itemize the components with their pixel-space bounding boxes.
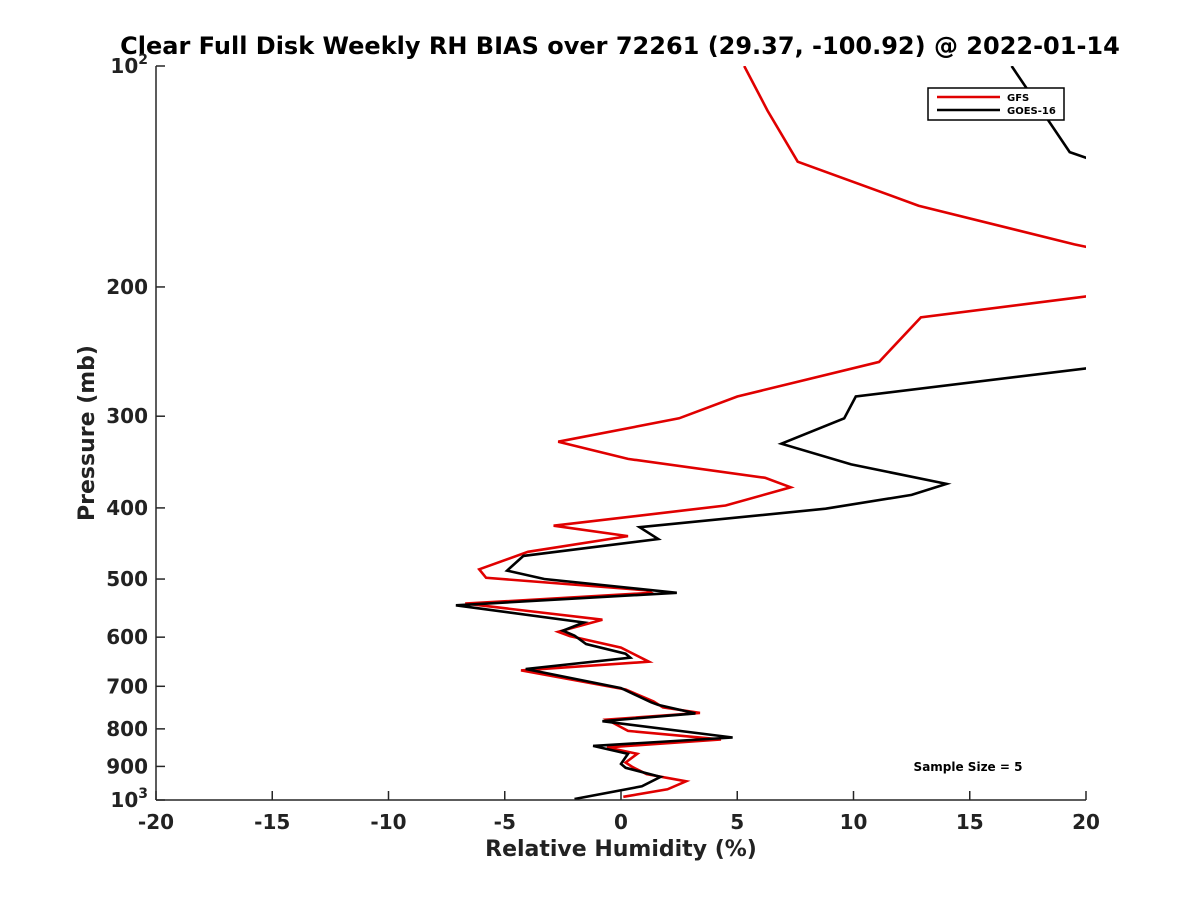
legend-label-gfs: GFS [1007,93,1029,104]
y-tick-label: 600 [106,625,148,649]
x-tick-label: 20 [1072,810,1100,834]
plot-area: -20 -15 -10 -5 0 5 10 15 20 102 200 300 400 500 600 70… [106,52,1100,834]
x-tick-label: -20 [138,810,174,834]
x-tick-label: 0 [614,810,628,834]
legend-box [927,87,1065,121]
y-tick-label: 700 [106,674,148,698]
y-tick-label: 300 [106,404,148,428]
series-layer [455,66,1086,800]
x-tick-label: -10 [370,810,406,834]
y-axis-label: Pressure (mb) [75,345,100,521]
legend-label-goes16: GOES-16 [1007,106,1056,117]
y-tick-label: 400 [106,496,148,520]
y-tick-label: 800 [106,717,148,741]
y-tick-label: 200 [106,275,148,299]
sample-size-annotation: Sample Size = 5 [914,760,1023,774]
x-tick-label: -5 [494,810,516,834]
x-tick-label: -15 [254,810,290,834]
y-tick-label: 900 [106,754,148,778]
x-ticks: -20 -15 -10 -5 0 5 10 15 20 [138,791,1100,834]
y-tick-label: 500 [106,567,148,591]
y-ticks: 102 200 300 400 500 600 700 800 900 103 [106,52,165,812]
plot-background [156,66,1086,800]
series-line-gfs [465,66,1086,799]
series-line-goes16 [455,66,1086,800]
x-tick-label: 5 [730,810,744,834]
chart-title: Clear Full Disk Weekly RH BIAS over 7226… [120,32,1120,60]
x-tick-label: 10 [840,810,868,834]
y-tick-label: 102 [110,52,148,78]
x-axis-label: Relative Humidity (%) [485,837,757,862]
y-tick-label: 103 [110,786,148,812]
legend: GFS GOES-16 [927,87,1065,121]
x-tick-label: 15 [956,810,984,834]
